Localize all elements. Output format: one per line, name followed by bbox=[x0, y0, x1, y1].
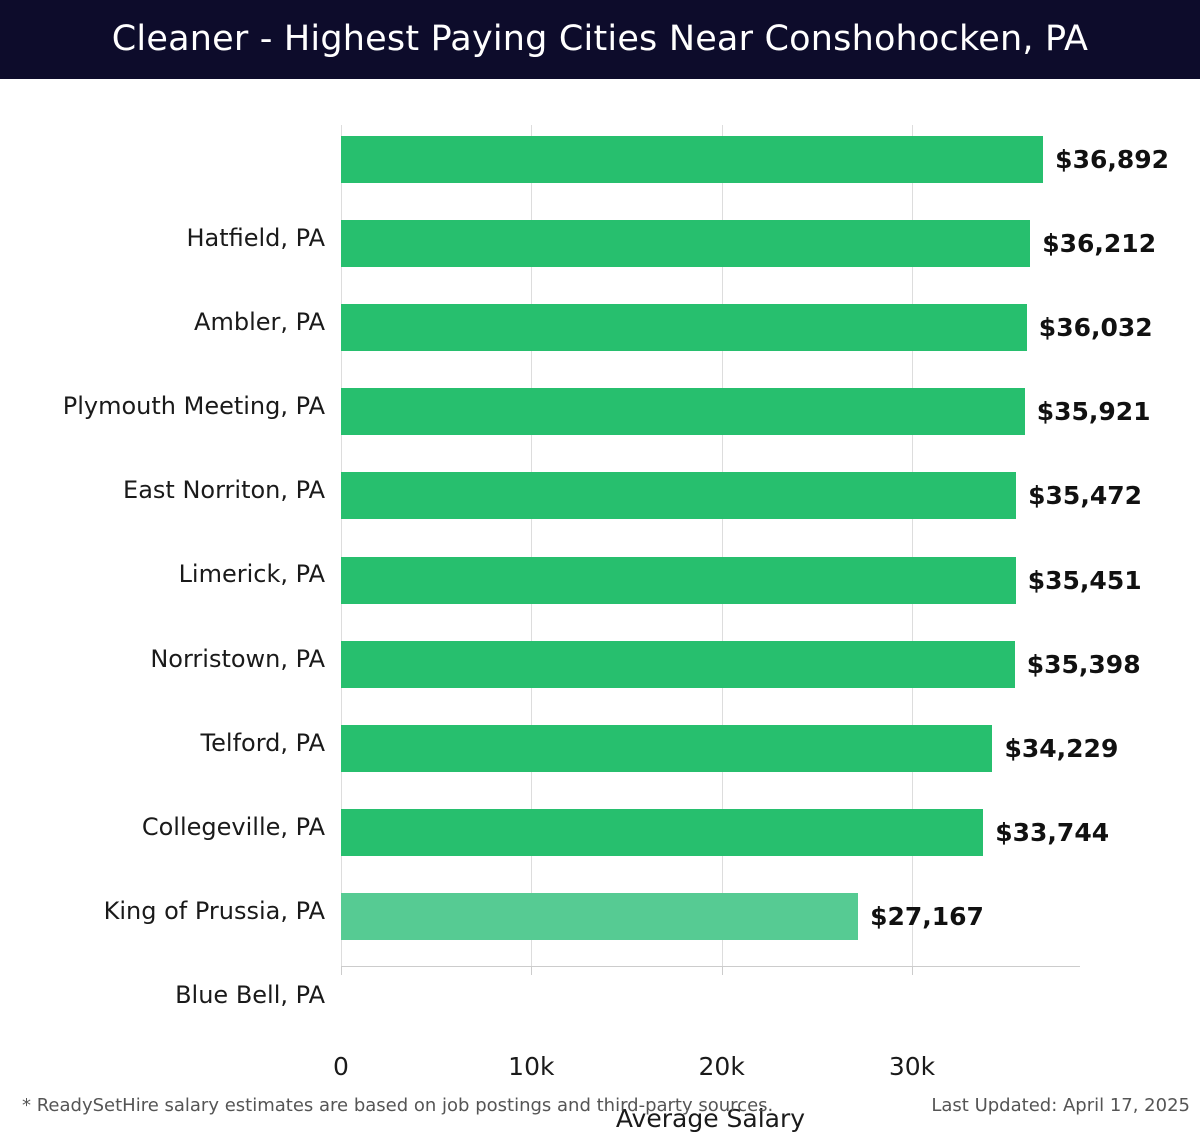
bar-row[interactable]: $35,451 bbox=[341, 556, 1142, 604]
category-label: Telford, PA bbox=[200, 728, 325, 757]
x-tick-label: 10k bbox=[508, 1052, 555, 1081]
bar-row[interactable]: $35,472 bbox=[341, 472, 1142, 520]
gridline bbox=[531, 125, 533, 966]
bar-value-label: $35,398 bbox=[1026, 649, 1141, 679]
bar-value-label: $35,451 bbox=[1027, 565, 1142, 595]
bar-value-label: $33,744 bbox=[995, 817, 1110, 847]
x-axis-title: Average Salary bbox=[615, 1104, 806, 1133]
bar-value-label: $36,212 bbox=[1042, 229, 1157, 259]
category-label: Norristown, PA bbox=[150, 644, 325, 673]
axis-tick bbox=[721, 966, 723, 975]
bar-row[interactable]: $36,892 bbox=[341, 136, 1169, 183]
bar-row[interactable]: $34,229 bbox=[341, 724, 1118, 772]
bar-value-label: $35,921 bbox=[1036, 397, 1151, 427]
bar-value-label: $35,472 bbox=[1028, 481, 1143, 511]
plot-region: $36,892 $36,212 $36,032 $35,921 $35,472 $35,4… bbox=[341, 125, 1169, 975]
bar-row[interactable]: $35,398 bbox=[341, 640, 1141, 688]
bar[interactable] bbox=[341, 388, 1025, 436]
x-tick-label: 30k bbox=[888, 1052, 936, 1081]
y-axis-category-labels: Hatfield, PA Ambler, PA Plymouth Meeting, … bbox=[0, 204, 325, 1045]
bar[interactable] bbox=[341, 304, 1027, 352]
bar[interactable] bbox=[341, 640, 1015, 688]
bar-row[interactable]: $36,212 bbox=[341, 220, 1156, 268]
page-title: Cleaner - Highest Paying Cities Near Con… bbox=[111, 19, 1089, 59]
footer: * ReadySetHire salary estimates are base… bbox=[0, 1095, 1200, 1140]
axis-tick bbox=[341, 966, 342, 975]
bar[interactable] bbox=[341, 892, 859, 940]
category-label: Collegeville, PA bbox=[141, 812, 325, 841]
bar[interactable] bbox=[341, 556, 1016, 604]
category-label: Ambler, PA bbox=[194, 308, 325, 337]
bar[interactable] bbox=[341, 220, 1031, 268]
category-label: Blue Bell, PA bbox=[175, 980, 325, 1009]
bar[interactable] bbox=[341, 808, 984, 856]
bar-row[interactable]: $35,921 bbox=[341, 388, 1151, 436]
category-label: Hatfield, PA bbox=[186, 224, 325, 252]
bar[interactable] bbox=[341, 136, 1044, 183]
category-label: Limerick, PA bbox=[178, 560, 325, 589]
footer-last-updated: Last Updated: April 17, 2025 bbox=[931, 1095, 1190, 1116]
axis-tick bbox=[531, 966, 533, 975]
chart-area: Hatfield, PA Ambler, PA Plymouth Meeting, … bbox=[0, 79, 1200, 1133]
bar[interactable] bbox=[341, 724, 993, 772]
bar-value-label: $36,032 bbox=[1038, 313, 1153, 343]
axis-tick bbox=[912, 966, 913, 975]
bar-value-label: $34,229 bbox=[1004, 733, 1119, 763]
gridline bbox=[721, 125, 723, 966]
bar-value-label: $27,167 bbox=[870, 901, 984, 931]
x-tick-label: 0 bbox=[333, 1052, 349, 1081]
gridline bbox=[912, 125, 913, 966]
bar-row[interactable]: $36,032 bbox=[341, 304, 1153, 352]
bar-value-label: $36,892 bbox=[1055, 145, 1170, 174]
title-bar: Cleaner - Highest Paying Cities Near Con… bbox=[0, 0, 1200, 79]
category-label: Plymouth Meeting, PA bbox=[62, 392, 325, 421]
bar-row[interactable]: $33,744 bbox=[341, 808, 1109, 856]
x-axis-line bbox=[341, 966, 1080, 967]
bar[interactable] bbox=[341, 472, 1017, 520]
bar-row[interactable]: $27,167 bbox=[341, 892, 1080, 940]
footer-disclaimer: * ReadySetHire salary estimates are base… bbox=[22, 1095, 774, 1116]
x-tick-label: 20k bbox=[698, 1052, 745, 1081]
gridline bbox=[341, 125, 342, 966]
category-label: King of Prussia, PA bbox=[103, 896, 325, 925]
category-label: East Norriton, PA bbox=[123, 476, 325, 505]
